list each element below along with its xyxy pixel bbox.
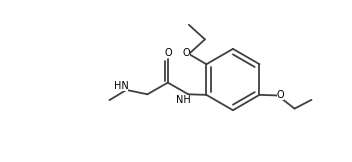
Text: O: O bbox=[164, 48, 172, 58]
Text: O: O bbox=[182, 48, 190, 58]
Text: O: O bbox=[277, 90, 284, 100]
Text: HN: HN bbox=[114, 81, 128, 91]
Text: NH: NH bbox=[176, 95, 190, 104]
